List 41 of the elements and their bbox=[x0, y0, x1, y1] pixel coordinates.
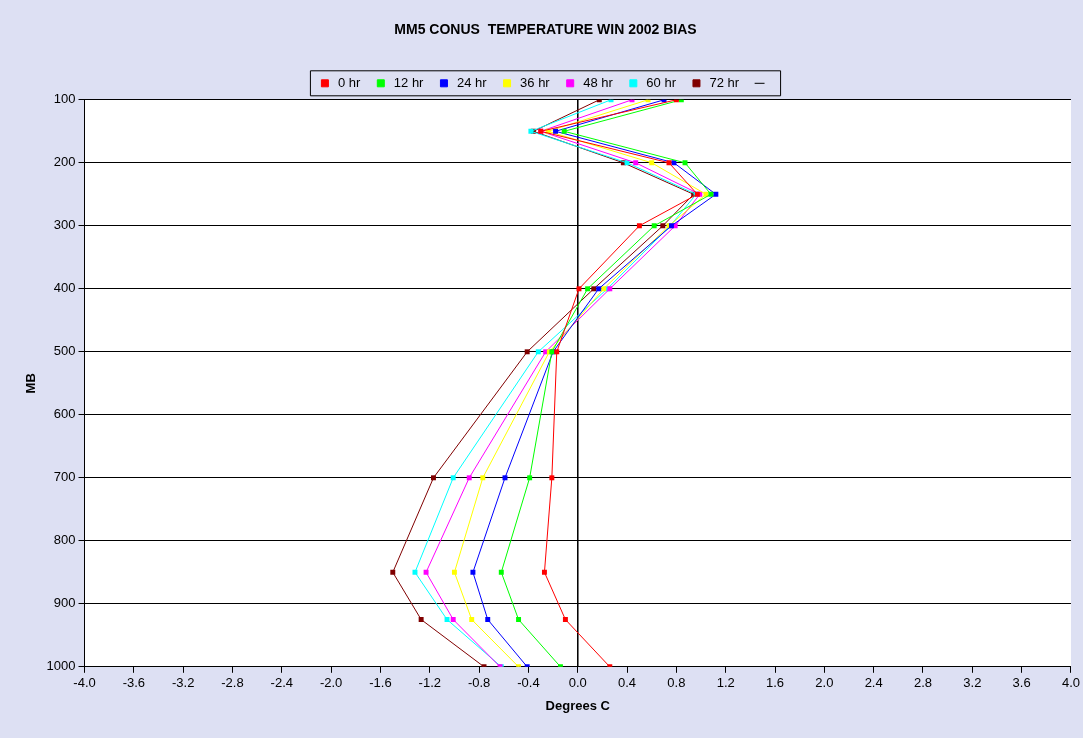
x-tick-label: -1.2 bbox=[418, 675, 441, 691]
x-tick-label: -4.0 bbox=[73, 675, 96, 691]
legend-label: 12 hr bbox=[393, 74, 425, 90]
x-tick-label: -1.6 bbox=[369, 675, 392, 691]
x-tick-label: -3.2 bbox=[171, 675, 195, 691]
x-tick-label: 2.0 bbox=[815, 675, 834, 691]
y-axis-title: MB bbox=[23, 373, 39, 394]
y-tick-label: 900 bbox=[53, 595, 76, 611]
legend-label: 72 hr bbox=[709, 74, 740, 90]
legend-label: 36 hr bbox=[520, 74, 551, 90]
x-tick-label: -2.4 bbox=[270, 675, 294, 691]
x-tick-label: 2.4 bbox=[864, 675, 883, 691]
x-tick-label: 3.2 bbox=[963, 675, 982, 691]
x-tick-label: -0.4 bbox=[517, 675, 540, 691]
x-tick-label: -2.0 bbox=[319, 675, 343, 691]
chart-title: MM5 CONUS TEMPERATURE WIN 2002 BIAS bbox=[394, 21, 697, 38]
y-tick-label: 300 bbox=[53, 217, 76, 233]
y-tick-label: 500 bbox=[53, 343, 76, 359]
y-tick-label: 800 bbox=[53, 532, 76, 548]
x-tick-label: 1.2 bbox=[716, 675, 735, 691]
legend-label: 24 hr bbox=[456, 74, 488, 90]
x-tick-label: 2.8 bbox=[913, 675, 933, 691]
x-tick-label: 0.8 bbox=[667, 675, 686, 691]
x-tick-label: 4.0 bbox=[1061, 675, 1080, 691]
y-tick-label: 700 bbox=[53, 469, 76, 485]
x-tick-label: 3.6 bbox=[1012, 675, 1031, 691]
x-tick-label: -2.8 bbox=[221, 675, 244, 691]
y-tick-label: 600 bbox=[53, 406, 76, 422]
x-tick-label: 1.6 bbox=[765, 675, 785, 691]
x-tick-label: -0.8 bbox=[467, 675, 491, 691]
y-tick-label: 200 bbox=[53, 154, 76, 170]
x-axis-title: Degrees C bbox=[545, 697, 611, 713]
legend-label: 48 hr bbox=[583, 74, 614, 90]
x-tick-label: 0.0 bbox=[568, 675, 587, 691]
y-tick-label: 100 bbox=[53, 91, 76, 107]
y-tick-label: 400 bbox=[53, 280, 76, 296]
legend-label: 0 hr bbox=[337, 74, 361, 90]
legend-label: 60 hr bbox=[646, 74, 677, 90]
x-tick-label: -3.6 bbox=[122, 675, 146, 691]
x-tick-label: 0.4 bbox=[618, 675, 637, 691]
y-tick-label: 1000 bbox=[46, 658, 76, 674]
